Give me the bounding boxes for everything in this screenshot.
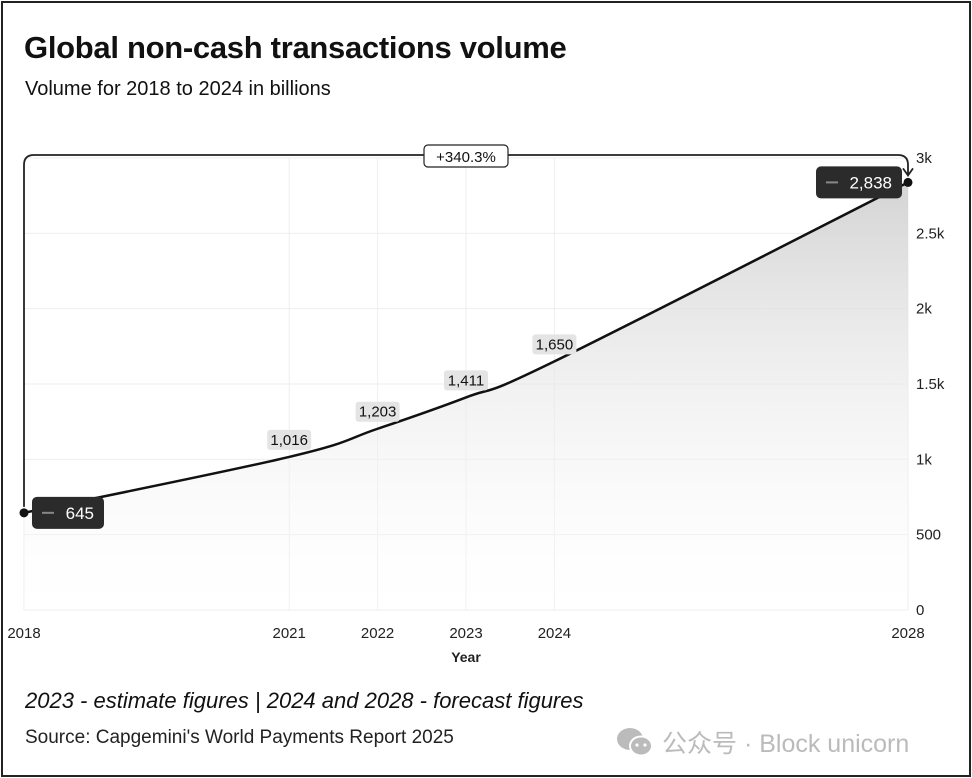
y-tick-label: 2k [916,301,932,318]
wechat-icon [617,728,653,757]
data-label: 2,838 [849,173,892,192]
chart-note: 2023 - estimate figures | 2024 and 2028 … [25,688,584,713]
y-tick-label: 500 [916,527,941,544]
data-label-bg [444,370,488,391]
data-label: 1,411 [448,372,484,389]
chart-source: Source: Capgemini's World Payments Repor… [25,727,454,748]
y-tick-label: 1.5k [916,376,945,393]
data-label-bg [532,334,577,355]
data-label-badge [816,166,902,199]
x-axis-label: Year [451,649,481,665]
series-line [23,181,909,515]
chart-svg: +340.3% 0 500 1k 1.5k 2k 2.5k 3k 2018 2021 2022 20… [7,144,945,665]
chart-subtitle: Volume for 2018 to 2024 in billions [25,78,331,100]
x-tick-label: 2023 [449,625,482,642]
chart-title: Global non-cash transactions volume [24,30,567,65]
y-tick-label: 3k [916,150,932,167]
area-fill [24,182,908,610]
change-badge [423,144,509,168]
y-tick-label: 2.5k [916,225,945,242]
data-label: 1,203 [359,404,397,421]
x-tick-label: 2024 [538,625,571,642]
data-label: 1,016 [270,432,308,449]
data-point [903,177,913,187]
watermark: 公众号 · Block unicorn [616,724,909,760]
y-tick-label: 0 [916,602,924,619]
data-label-bg [355,401,400,422]
data-label-badge [32,496,104,529]
x-tick-label: 2028 [891,625,924,642]
change-annotation: +340.3% [436,149,496,166]
y-tick-label: 1k [916,451,932,468]
x-tick-label: 2018 [7,625,40,642]
arrow-head-icon [902,167,914,177]
data-label: 1,650 [536,336,574,353]
data-point [19,508,29,518]
data-label: 645 [66,504,94,523]
x-tick-label: 2022 [361,625,394,642]
watermark-text: 公众号 · Block unicorn [662,730,910,758]
data-label-bg [267,429,312,450]
x-tick-label: 2021 [273,625,306,642]
